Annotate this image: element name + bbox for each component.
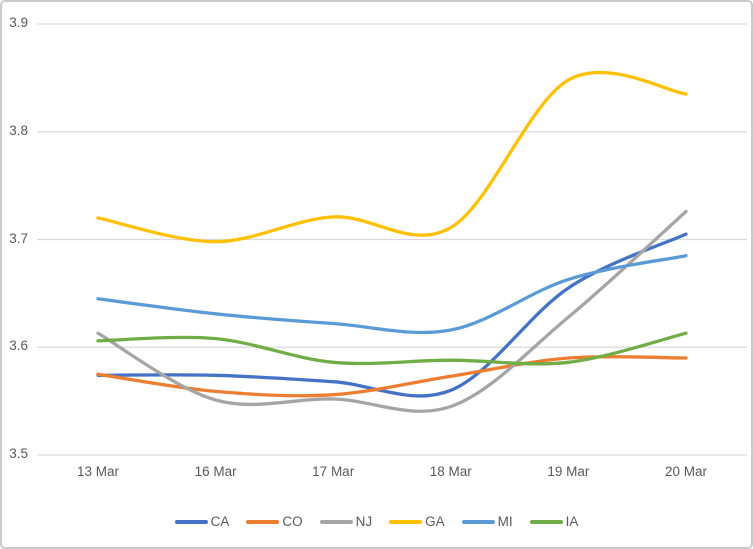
- y-axis-tick-label: 3.9: [9, 15, 28, 30]
- legend-label: CO: [282, 514, 303, 529]
- x-axis-tick-label: 16 Mar: [194, 464, 237, 479]
- x-axis-tick-label: 18 Mar: [429, 464, 472, 479]
- legend-swatch-co: [246, 520, 280, 524]
- x-axis-tick-label: 13 Mar: [76, 464, 120, 479]
- legend-label: MI: [497, 514, 513, 529]
- series-line-ia: [96, 331, 688, 366]
- legend-label: CA: [210, 514, 230, 529]
- series-line-co: [96, 355, 688, 398]
- series-line-mi: [96, 254, 688, 335]
- x-axis-tick-label: 19 Mar: [547, 464, 590, 479]
- legend-item-ca: CA: [174, 514, 230, 530]
- y-axis-tick-label: 3.5: [9, 446, 28, 461]
- legend-item-mi: MI: [461, 514, 513, 530]
- legend-item-nj: NJ: [319, 514, 373, 530]
- legend-item-ga: GA: [389, 514, 445, 530]
- legend-swatch-ga: [389, 520, 423, 524]
- legend-label: IA: [565, 514, 579, 529]
- chart-legend: CA CO NJ GA MI IA: [2, 514, 751, 530]
- y-axis-tick-label: 3.6: [9, 338, 28, 354]
- legend-swatch-ia: [529, 520, 563, 524]
- legend-label: GA: [425, 514, 445, 529]
- legend-swatch-ca: [174, 520, 208, 524]
- legend-item-co: CO: [246, 514, 303, 530]
- y-axis-tick-label: 3.7: [9, 230, 28, 246]
- y-axis-tick-label: 3.8: [9, 122, 28, 138]
- x-axis-tick-label: 20 Mar: [664, 464, 708, 479]
- series-line-ga: [96, 70, 688, 244]
- series-line-nj: [96, 209, 688, 413]
- series-line-ca: [96, 232, 688, 398]
- legend-swatch-mi: [461, 520, 495, 524]
- x-axis-tick-label: 17 Mar: [312, 464, 355, 479]
- legend-swatch-nj: [319, 520, 353, 524]
- legend-item-ia: IA: [529, 514, 579, 530]
- legend-label: NJ: [355, 514, 373, 529]
